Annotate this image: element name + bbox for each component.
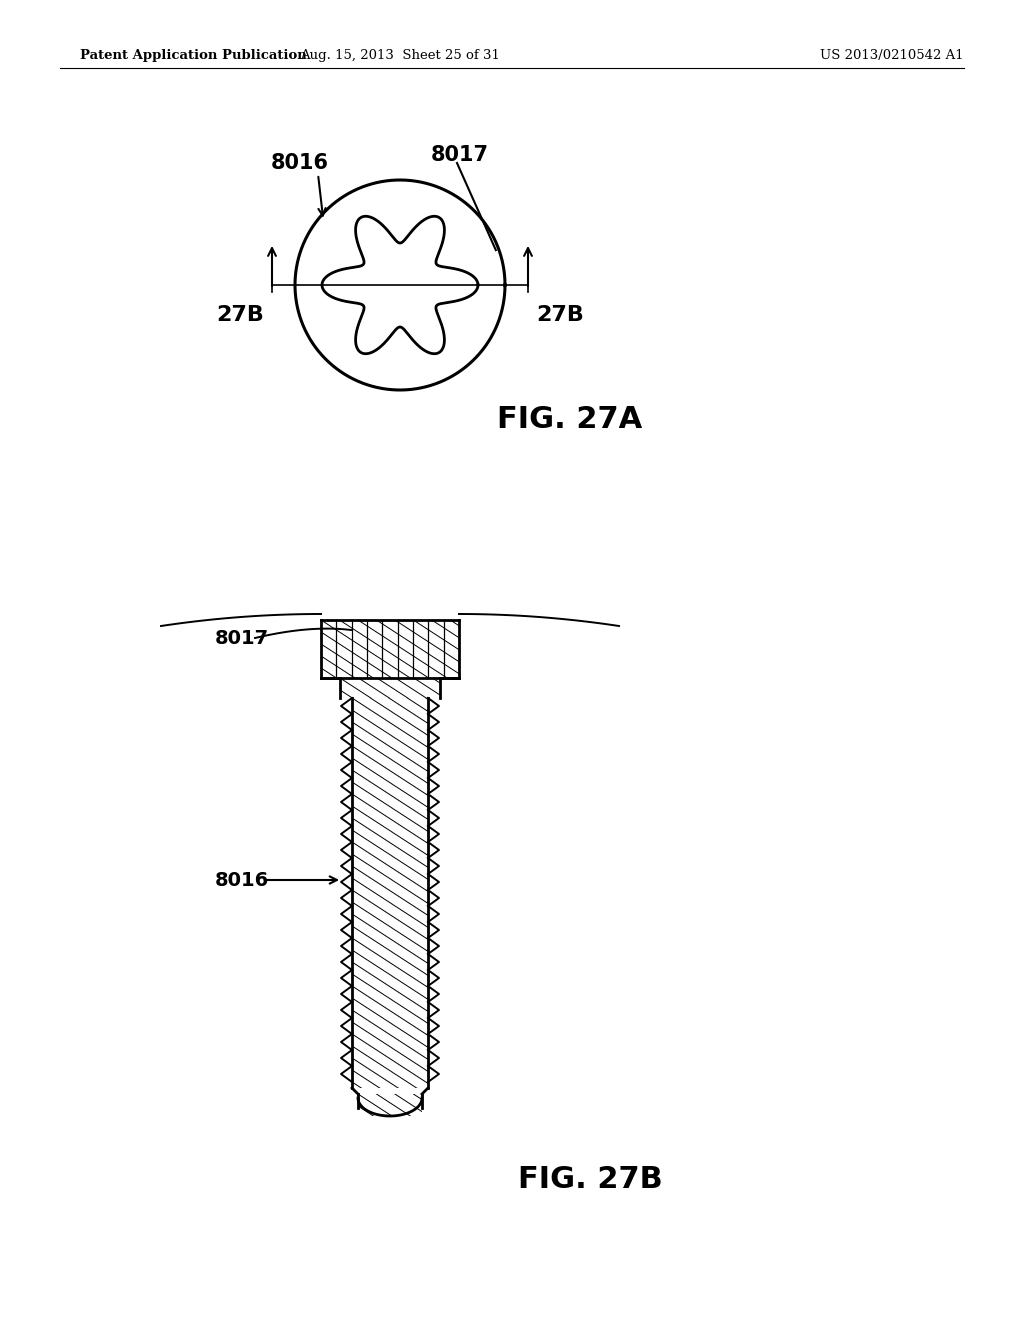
Text: 27B: 27B	[216, 305, 264, 325]
Text: Patent Application Publication: Patent Application Publication	[80, 49, 307, 62]
Text: FIG. 27B: FIG. 27B	[517, 1166, 663, 1195]
Text: FIG. 27A: FIG. 27A	[498, 405, 643, 434]
Text: Aug. 15, 2013  Sheet 25 of 31: Aug. 15, 2013 Sheet 25 of 31	[300, 49, 500, 62]
Text: 27B: 27B	[536, 305, 584, 325]
Text: 8017: 8017	[215, 628, 269, 648]
Text: 8016: 8016	[271, 153, 329, 173]
Text: 8016: 8016	[215, 870, 269, 890]
Text: 8017: 8017	[431, 145, 489, 165]
Text: US 2013/0210542 A1: US 2013/0210542 A1	[820, 49, 964, 62]
